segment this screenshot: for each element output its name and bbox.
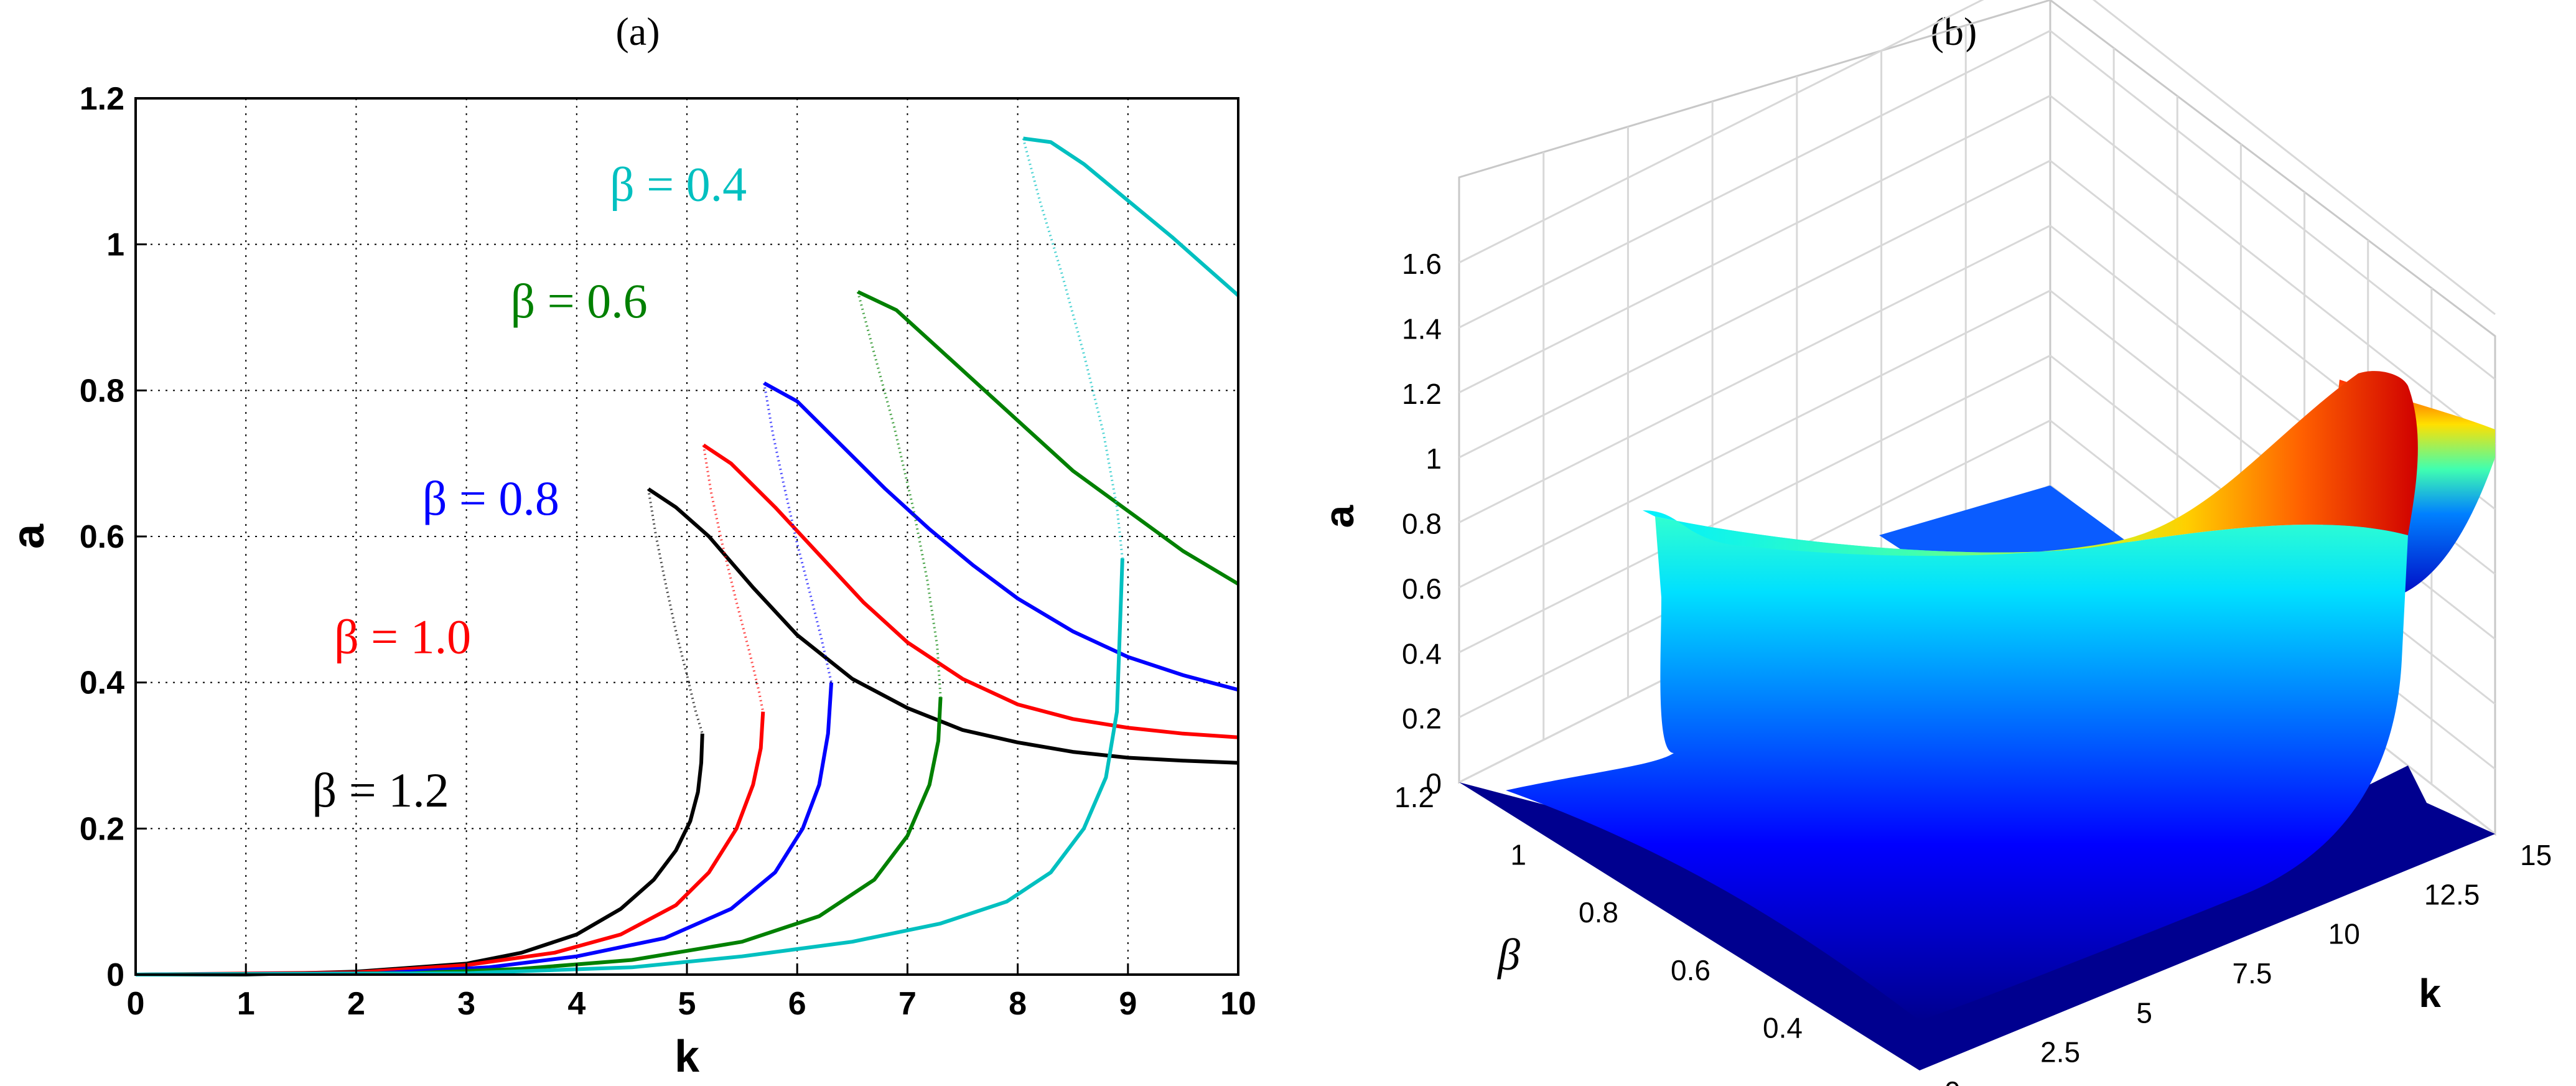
x-tick-label: 6 [788,986,806,1022]
series-unstable-branch [702,444,765,712]
x-tick-label: 5 [678,986,696,1022]
z-gridline [1458,225,2051,523]
panel-a-label: (a) [615,9,660,54]
beta-tick-label: 1 [1510,839,1526,871]
k-tick-label: 0 [1944,1075,1961,1086]
z-gridline [1458,0,1984,264]
z-tick-label: 1.2 [1402,378,1442,410]
x-tick-label: 7 [898,986,917,1022]
x-tick-label: 0 [127,986,145,1022]
series-lower-branch [135,558,1124,976]
beta-axis-title-b: β [1496,930,1520,980]
ticks-b: 00.20.40.60.811.21.41.60.40.60.811.202.5… [1394,248,2552,1086]
k-tick-label: 10 [2328,918,2360,950]
surface-b [1459,371,2495,1070]
k-tick-label: 5 [2136,996,2152,1029]
y-axis-title-a: a [4,523,54,549]
beta-tick-label: 0.6 [1671,954,1710,986]
z-gridline [1458,95,2051,394]
x-tick-label: 2 [347,986,365,1022]
k-tick-label: 2.5 [2040,1036,2080,1069]
z-gridline [2050,30,2496,380]
z-tick-label: 1 [1426,442,1442,475]
k-axis-title-b: k [2419,971,2441,1016]
series-upper-branch [702,443,1239,739]
x-tick-label: 3 [457,986,475,1022]
series-labels-a: β = 1.2 β = 1.0 β = 0.8 β = 0.6 β = 0.4 [312,157,747,817]
z-tick-label: 1.4 [1402,312,1442,345]
x-tick-label: 1 [237,986,255,1022]
x-tick-label: 10 [1220,986,1256,1022]
z-gridline [2092,0,2496,316]
series-upper-branch [763,381,1239,692]
k-tick-label: 12.5 [2424,878,2480,910]
z-gridline [1458,30,2051,329]
series-unstable-branch [647,489,704,734]
surface-top-rim [1643,371,2418,556]
series-label: β = 0.8 [422,471,559,525]
panel-b-chart: 00.20.40.60.811.21.41.60.40.60.811.202.5… [1316,0,2552,1086]
k-tick-label: 7.5 [2233,957,2272,990]
beta-tick-label: 0.8 [1579,896,1618,929]
x-axis-title-a: k [674,1032,700,1082]
surface-floor [1459,765,2495,1070]
surface-front-face [1506,517,2408,1021]
z-tick-label: 0.6 [1402,573,1442,605]
y-tick-label: 0.2 [80,811,124,847]
y-tick-label: 1 [106,227,124,263]
series-label: β = 0.6 [510,274,647,328]
series-upper-branch [1023,136,1239,297]
z-tick-label: 0.2 [1402,703,1442,735]
series-label: β = 0.4 [610,157,747,211]
z-axis-title-b: a [1316,504,1362,528]
series-lower-branch [135,711,765,976]
series-unstable-branch [856,291,942,698]
ticks-a: 0 1 2 3 4 5 6 7 8 9 10 0 0.2 0.4 0.6 0.8 1 1.2 [80,81,1256,1022]
z-gridline [2050,95,2496,445]
series-unstable-branch [763,383,833,683]
beta-tick-label: 0.4 [1763,1011,1803,1044]
curves-a [135,136,1239,976]
beta-tick-label: 1.2 [1394,781,1434,813]
z-tick-label: 0.4 [1402,637,1442,670]
k-tick-label: 15 [2520,839,2552,871]
y-tick-label: 0.4 [80,665,124,701]
series-upper-branch [857,290,1239,586]
x-tick-label: 8 [1009,986,1027,1022]
y-tick-label: 0.8 [80,373,124,409]
z-gridline [1458,159,2051,459]
series-label: β = 1.0 [334,610,471,664]
y-tick-label: 0.6 [80,519,124,555]
x-tick-label: 4 [567,986,586,1022]
x-tick-label: 9 [1119,986,1137,1022]
series-lower-branch [135,682,834,976]
y-tick-label: 0 [106,957,124,993]
z-tick-label: 0.8 [1402,508,1442,540]
z-gridline [1458,289,2051,589]
y-tick-label: 1.2 [80,81,124,117]
series-upper-branch [647,487,1239,765]
series-lower-branch [135,696,943,976]
z-gridline [1458,354,2051,653]
z-tick-label: 1.6 [1402,248,1442,280]
series-label: β = 1.2 [312,763,449,817]
z-tick-label: 0 [1426,767,1442,800]
panel-b-label: (b) [1931,9,1977,54]
